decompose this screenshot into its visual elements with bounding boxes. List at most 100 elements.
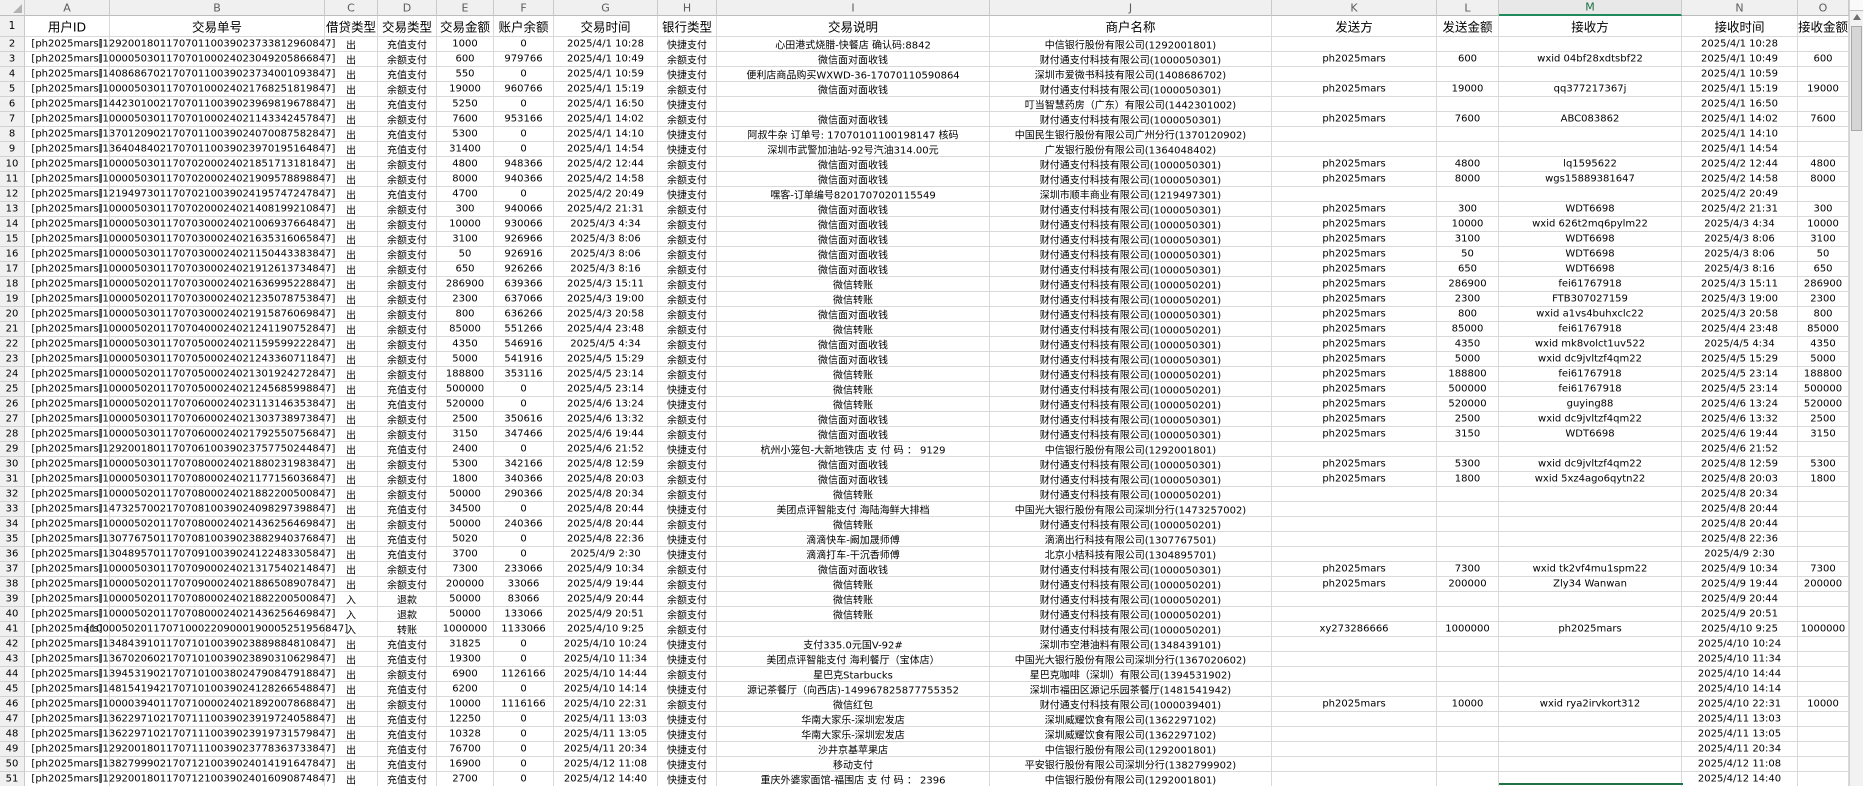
cell-B11[interactable]: [100005030117070200024021909578898847]: [99, 172, 335, 187]
row-header-35[interactable]: 35: [0, 532, 25, 547]
cell-E2[interactable]: 1000: [437, 37, 494, 52]
cell-E14[interactable]: 10000: [437, 217, 494, 232]
cell-K49[interactable]: [1272, 742, 1437, 757]
cell-H3[interactable]: 余额支付: [658, 52, 717, 67]
cell-D47[interactable]: 充值支付: [378, 712, 437, 727]
cell-O18[interactable]: 286900: [1798, 277, 1849, 292]
cell-A42[interactable]: [ph2025mars]: [25, 637, 110, 652]
column-header-K[interactable]: K: [1272, 0, 1437, 16]
cell-K23[interactable]: ph2025mars: [1272, 352, 1437, 367]
cell-O47[interactable]: [1798, 712, 1849, 727]
cell-N21[interactable]: 2025/4/4 23:48: [1682, 322, 1798, 337]
cell-N48[interactable]: 2025/4/11 13:05: [1682, 727, 1798, 742]
cell-N19[interactable]: 2025/4/3 19:00: [1682, 292, 1798, 307]
cell-N51[interactable]: 2025/4/12 14:40: [1682, 772, 1798, 786]
cell-F23[interactable]: 541916: [494, 352, 554, 367]
cell-B36[interactable]: [130489570117070910039024122483305847]: [99, 547, 335, 562]
cell-D5[interactable]: 余额支付: [378, 82, 437, 97]
cell-H21[interactable]: 余额支付: [658, 322, 717, 337]
cell-G20[interactable]: 2025/4/3 20:58: [554, 307, 658, 322]
cell-I4[interactable]: 便利店商品购买WXWD-36-17070110590864: [717, 67, 990, 82]
cell-G17[interactable]: 2025/4/3 8:16: [554, 262, 658, 277]
cell-L36[interactable]: [1437, 547, 1499, 562]
cell-A10[interactable]: [ph2025mars]: [25, 157, 110, 172]
cell-F5[interactable]: 960766: [494, 82, 554, 97]
cell-O40[interactable]: [1798, 607, 1849, 622]
cell-I31[interactable]: 微信面对面收钱: [717, 472, 990, 487]
cell-A51[interactable]: [ph2025mars]: [25, 772, 110, 786]
cell-A9[interactable]: [ph2025mars]: [25, 142, 110, 157]
cell-L17[interactable]: 650: [1437, 262, 1499, 277]
column-header-E[interactable]: E: [437, 0, 494, 16]
cell-E27[interactable]: 2500: [437, 412, 494, 427]
cell-L39[interactable]: [1437, 592, 1499, 607]
cell-N28[interactable]: 2025/4/6 19:44: [1682, 427, 1798, 442]
cell-N47[interactable]: 2025/4/11 13:03: [1682, 712, 1798, 727]
cell-E46[interactable]: 10000: [437, 697, 494, 712]
cell-N8[interactable]: 2025/4/1 14:10: [1682, 127, 1798, 142]
cell-A8[interactable]: [ph2025mars]: [25, 127, 110, 142]
row-header-41[interactable]: 41: [0, 622, 25, 637]
cell-C43[interactable]: 出: [325, 652, 378, 667]
cell-I6[interactable]: [717, 97, 990, 112]
row-header-25[interactable]: 25: [0, 382, 25, 397]
cell-H13[interactable]: 余额支付: [658, 202, 717, 217]
cell-D12[interactable]: 充值支付: [378, 187, 437, 202]
cell-D48[interactable]: 充值支付: [378, 727, 437, 742]
cell-B44[interactable]: [139453190217071010038024790847918847]: [99, 667, 335, 682]
cell-H7[interactable]: 余额支付: [658, 112, 717, 127]
cell-K2[interactable]: [1272, 37, 1437, 52]
row-header-45[interactable]: 45: [0, 682, 25, 697]
cell-D42[interactable]: 充值支付: [378, 637, 437, 652]
cell-L33[interactable]: [1437, 502, 1499, 517]
cell-J19[interactable]: 财付通支付科技有限公司(1000050201): [990, 292, 1272, 307]
cell-L6[interactable]: [1437, 97, 1499, 112]
cell-E51[interactable]: 2700: [437, 772, 494, 786]
cell-D46[interactable]: 余额支付: [378, 697, 437, 712]
cell-M50[interactable]: [1499, 757, 1682, 772]
cell-L21[interactable]: 85000: [1437, 322, 1499, 337]
cell-K16[interactable]: ph2025mars: [1272, 247, 1437, 262]
cell-I36[interactable]: 滴滴打车-干沉香师傅: [717, 547, 990, 562]
cell-B49[interactable]: [129200180117071110039023778363733847]: [99, 742, 335, 757]
cell-F40[interactable]: 133066: [494, 607, 554, 622]
cell-K41[interactable]: xy273286666: [1272, 622, 1437, 637]
cell-O44[interactable]: [1798, 667, 1849, 682]
scrollbar-thumb[interactable]: [1851, 26, 1862, 131]
row-header-34[interactable]: 34: [0, 517, 25, 532]
cell-B8[interactable]: [137012090217070110039024070087582847]: [99, 127, 335, 142]
cell-L24[interactable]: 188800: [1437, 367, 1499, 382]
cell-L20[interactable]: 800: [1437, 307, 1499, 322]
cell-F48[interactable]: 0: [494, 727, 554, 742]
cell-A22[interactable]: [ph2025mars]: [25, 337, 110, 352]
cell-E45[interactable]: 6200: [437, 682, 494, 697]
cell-K44[interactable]: [1272, 667, 1437, 682]
column-header-F[interactable]: F: [494, 0, 554, 16]
cell-D36[interactable]: 充值支付: [378, 547, 437, 562]
cell-F15[interactable]: 926966: [494, 232, 554, 247]
cell-I24[interactable]: 微信转账: [717, 367, 990, 382]
cell-F47[interactable]: 0: [494, 712, 554, 727]
cell-J30[interactable]: 财付通支付科技有限公司(1000050301): [990, 457, 1272, 472]
cell-A13[interactable]: [ph2025mars]: [25, 202, 110, 217]
cell-E19[interactable]: 2300: [437, 292, 494, 307]
cell-I51[interactable]: 重庆外婆家面馆-福围店 支 付 码 ： 2396: [717, 772, 990, 786]
cell-C26[interactable]: 出: [325, 397, 378, 412]
cell-I18[interactable]: 微信转账: [717, 277, 990, 292]
cell-L15[interactable]: 3100: [1437, 232, 1499, 247]
cell-E25[interactable]: 500000: [437, 382, 494, 397]
cell-N50[interactable]: 2025/4/12 11:08: [1682, 757, 1798, 772]
cell-C51[interactable]: 出: [325, 772, 378, 786]
cell-C22[interactable]: 出: [325, 337, 378, 352]
cell-D26[interactable]: 充值支付: [378, 397, 437, 412]
cell-K19[interactable]: ph2025mars: [1272, 292, 1437, 307]
cell-L28[interactable]: 3150: [1437, 427, 1499, 442]
cell-A39[interactable]: [ph2025mars]: [25, 592, 110, 607]
cell-L31[interactable]: 1800: [1437, 472, 1499, 487]
cell-O17[interactable]: 650: [1798, 262, 1849, 277]
cell-K3[interactable]: ph2025mars: [1272, 52, 1437, 67]
row-header-38[interactable]: 38: [0, 577, 25, 592]
row-header-33[interactable]: 33: [0, 502, 25, 517]
row-header-51[interactable]: 51: [0, 772, 25, 786]
cell-N2[interactable]: 2025/4/1 10:28: [1682, 37, 1798, 52]
